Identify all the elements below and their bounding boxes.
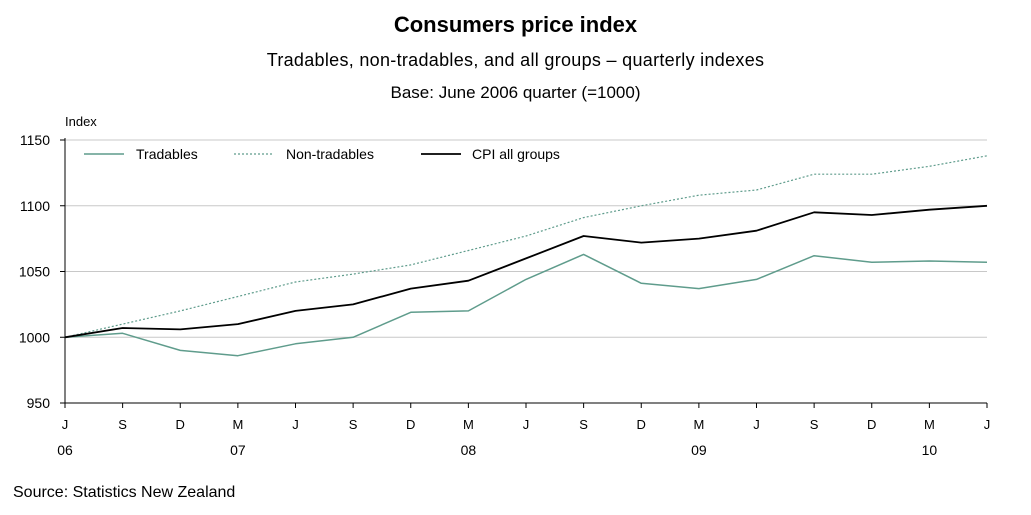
- x-tick-label: M: [924, 417, 935, 432]
- chart-subtitle: Tradables, non-tradables, and all groups…: [266, 50, 765, 70]
- x-tick-label: J: [984, 417, 991, 432]
- legend-label: Non-tradables: [286, 146, 374, 162]
- y-tick-label: 950: [27, 395, 51, 411]
- x-tick-label: J: [62, 417, 69, 432]
- chart-title: Consumers price index: [393, 12, 638, 37]
- legend-label: Tradables: [136, 146, 198, 162]
- y-tick-label: 1150: [20, 132, 50, 148]
- x-tick-label: S: [349, 417, 358, 432]
- series-line-tradables: [64, 253, 988, 357]
- x-tick-label: D: [406, 417, 415, 432]
- y-axis-label: Index: [65, 114, 97, 129]
- x-tick-label: S: [579, 417, 588, 432]
- x-tick-label: D: [637, 417, 646, 432]
- x-tick-label: M: [232, 417, 243, 432]
- x-tick-label: J: [523, 417, 530, 432]
- source-note: Source: Statistics New Zealand: [13, 484, 236, 501]
- y-tick-label: 1100: [20, 198, 50, 214]
- x-tick-label: S: [810, 417, 819, 432]
- x-tick-label: S: [118, 417, 127, 432]
- y-tick-label: 1050: [19, 264, 50, 280]
- x-tick-label: M: [693, 417, 704, 432]
- x-tick-label: J: [292, 417, 299, 432]
- y-tick-label: 1000: [19, 329, 50, 345]
- x-year-label: 07: [230, 442, 246, 458]
- x-tick-label: D: [176, 417, 185, 432]
- x-tick-label: M: [463, 417, 474, 432]
- x-year-label: 09: [691, 442, 707, 458]
- x-year-label: 08: [461, 442, 477, 458]
- chart-base-note: Base: June 2006 quarter (=1000): [390, 83, 641, 102]
- series-line-cpi-all-groups: [64, 204, 988, 339]
- x-year-label: 06: [57, 442, 73, 458]
- x-tick-label: J: [753, 417, 760, 432]
- x-year-label: 10: [922, 442, 938, 458]
- x-tick-label: D: [867, 417, 876, 432]
- series-line-non-tradables: [64, 155, 988, 338]
- legend-label: CPI all groups: [472, 146, 560, 162]
